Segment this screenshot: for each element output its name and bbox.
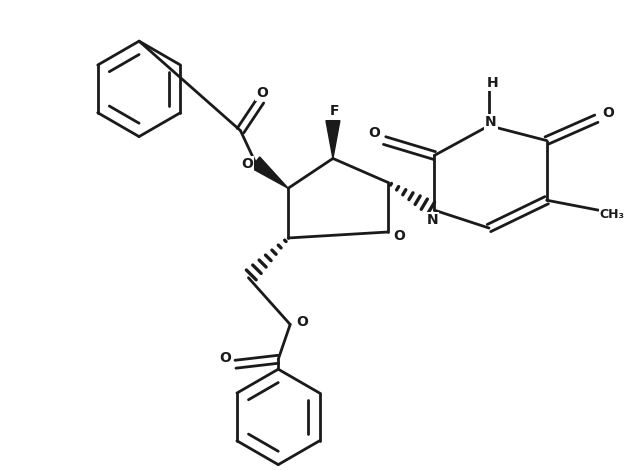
Text: O: O bbox=[296, 315, 308, 329]
Text: CH₃: CH₃ bbox=[600, 208, 625, 220]
Text: O: O bbox=[369, 125, 381, 140]
Text: N: N bbox=[426, 213, 438, 227]
Text: O: O bbox=[241, 157, 253, 172]
Text: O: O bbox=[602, 106, 614, 120]
Text: H: H bbox=[487, 76, 499, 90]
Polygon shape bbox=[326, 121, 340, 158]
Polygon shape bbox=[251, 157, 288, 188]
Text: N: N bbox=[485, 115, 497, 129]
Text: O: O bbox=[394, 229, 406, 243]
Text: F: F bbox=[330, 104, 340, 118]
Text: O: O bbox=[220, 351, 232, 365]
Text: O: O bbox=[257, 86, 268, 100]
